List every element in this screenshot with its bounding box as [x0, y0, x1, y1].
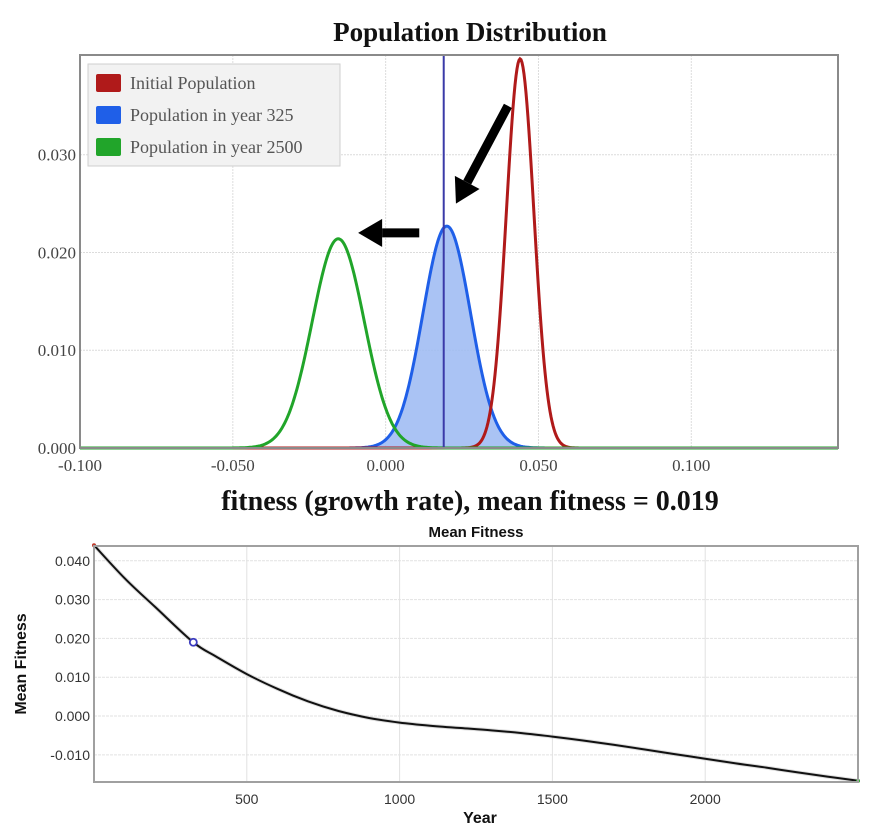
arrow-icon: [454, 175, 480, 204]
x-tick-label: 0.050: [519, 456, 557, 475]
legend-label: Population in year 2500: [130, 137, 302, 157]
series-line-mean-fitness: [93, 544, 859, 782]
y-axis-label: Mean Fitness: [13, 613, 30, 714]
legend-swatch: [96, 106, 121, 124]
series-area-fill: [80, 226, 838, 448]
x-tick-label: 1000: [384, 791, 415, 807]
y-tick-label: -0.010: [50, 747, 90, 763]
x-tick-label: -0.100: [58, 456, 102, 475]
y-tick-label: 0.000: [38, 439, 76, 458]
x-axis-ticks: -0.100 -0.050 0.000 0.050 0.100: [58, 456, 710, 475]
arrow-icon: [358, 218, 383, 247]
plot-frame: [93, 545, 859, 783]
y-axis-ticks: 0.000 0.010 0.020 0.030: [38, 146, 76, 458]
legend-swatch: [96, 138, 121, 156]
y-tick-label: 0.020: [55, 630, 90, 646]
x-axis-label: fitness (growth rate), mean fitness = 0.…: [221, 486, 719, 517]
x-tick-label: 0.000: [367, 456, 405, 475]
x-tick-label: 500: [235, 791, 259, 807]
plot-frame: [79, 54, 839, 449]
mean-fitness-chart: Mean Fitness 0.040 0.030 0.020 0.010 0.000 -0…: [13, 524, 860, 827]
legend-box: [87, 63, 341, 167]
x-tick-label: 1500: [537, 791, 568, 807]
y-tick-label: 0.040: [55, 553, 90, 569]
annotations: [358, 103, 512, 247]
chart-title: Population Distribution: [333, 17, 607, 47]
y-axis-ticks: 0.040 0.030 0.020 0.010 0.000 -0.010: [50, 553, 90, 763]
legend-label: Initial Population: [130, 73, 256, 93]
x-tick-label: 2000: [690, 791, 721, 807]
marker-year-325: [188, 637, 198, 647]
y-tick-label: 0.020: [38, 243, 76, 262]
legend: Initial Population Population in year 325…: [87, 63, 341, 167]
legend-label: Population in year 325: [130, 105, 293, 125]
x-tick-label: -0.050: [211, 456, 255, 475]
series-group: [92, 543, 860, 783]
x-axis-label: Year: [463, 810, 497, 827]
x-axis-ticks: 500 1000 1500 2000: [235, 791, 721, 807]
grid: [94, 546, 858, 782]
arrow-shaft: [463, 103, 512, 185]
y-tick-label: 0.030: [55, 592, 90, 608]
y-tick-label: 0.010: [38, 341, 76, 360]
legend-swatch: [96, 74, 121, 92]
chart-title: Mean Fitness: [428, 524, 523, 541]
x-tick-label: 0.100: [672, 456, 710, 475]
y-tick-label: 0.030: [38, 146, 76, 165]
y-tick-label: 0.000: [55, 708, 90, 724]
population-distribution-chart: Population Distribution 0.0000.0100.0200…: [38, 17, 839, 517]
plot-area: [94, 546, 858, 782]
y-tick-label: 0.010: [55, 669, 90, 685]
